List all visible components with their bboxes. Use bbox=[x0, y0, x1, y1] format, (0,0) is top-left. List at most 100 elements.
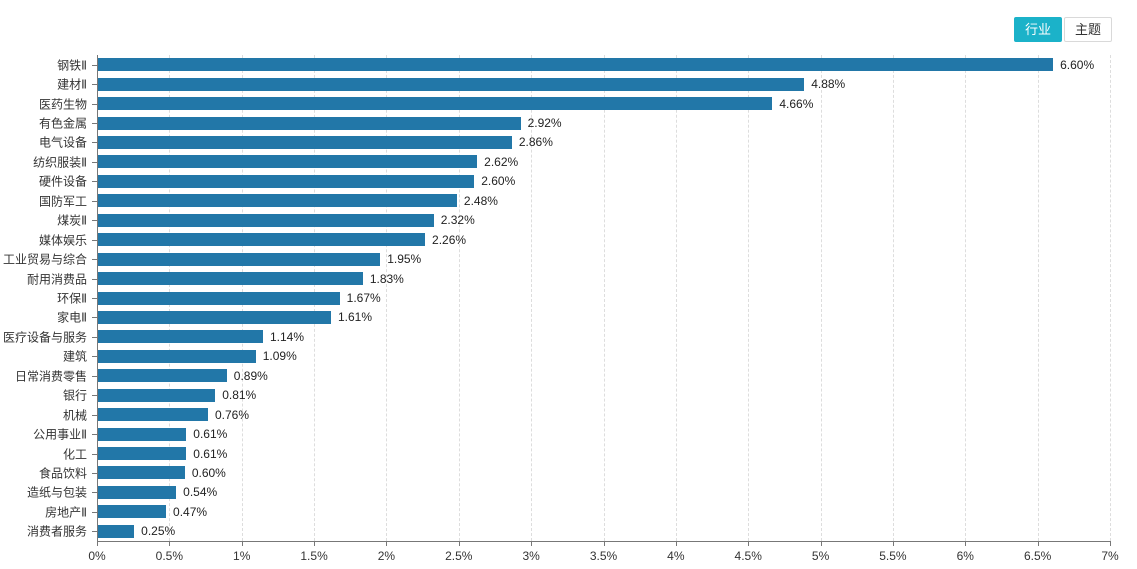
y-axis-tick bbox=[92, 123, 97, 125]
y-axis-tick bbox=[92, 317, 97, 319]
bar-value-label: 2.32% bbox=[440, 213, 475, 228]
category-label: 消费者服务 bbox=[26, 524, 87, 539]
category-label: 有色金属 bbox=[38, 116, 87, 131]
bar[interactable] bbox=[98, 272, 363, 286]
x-axis-tick-label: 7% bbox=[1101, 549, 1119, 563]
x-axis-tick-label: 5% bbox=[811, 549, 830, 563]
bar[interactable] bbox=[98, 291, 340, 305]
x-axis-tick bbox=[458, 541, 460, 546]
y-axis-tick bbox=[92, 434, 97, 436]
toggle-industry-button[interactable]: 行业 bbox=[1013, 17, 1062, 42]
x-axis-tick-label: 2% bbox=[377, 549, 396, 563]
x-axis-tick bbox=[820, 541, 822, 546]
y-axis-tick bbox=[92, 511, 97, 513]
bar[interactable] bbox=[98, 447, 187, 461]
bar-value-label: 0.47% bbox=[173, 504, 208, 519]
bar[interactable] bbox=[98, 466, 185, 480]
gridline bbox=[892, 55, 894, 541]
y-axis-tick bbox=[92, 492, 97, 494]
bar-value-label: 0.76% bbox=[214, 407, 249, 422]
y-axis-tick bbox=[92, 200, 97, 202]
x-axis-tick-label: 5.5% bbox=[879, 549, 907, 563]
bar[interactable] bbox=[98, 58, 1054, 72]
x-axis-tick bbox=[1037, 541, 1039, 546]
y-axis-tick bbox=[92, 278, 97, 280]
bar[interactable] bbox=[98, 388, 216, 402]
bar[interactable] bbox=[98, 174, 475, 188]
bar-value-label: 0.54% bbox=[183, 485, 218, 500]
bar-value-label: 2.26% bbox=[432, 232, 467, 247]
category-label: 工业贸易与综合 bbox=[2, 252, 87, 267]
category-label: 家电Ⅱ bbox=[57, 310, 87, 325]
category-label: 建筑 bbox=[62, 349, 87, 364]
category-label: 机械 bbox=[62, 408, 87, 423]
x-axis-tick bbox=[386, 541, 388, 546]
gridline bbox=[458, 55, 460, 541]
x-axis-tick-label: 2.5% bbox=[445, 549, 473, 563]
category-label: 公用事业Ⅱ bbox=[33, 427, 87, 442]
bar[interactable] bbox=[98, 330, 263, 344]
x-axis-tick bbox=[97, 541, 98, 546]
x-axis-tick-label: 6.5% bbox=[1023, 549, 1052, 563]
y-axis-tick bbox=[92, 220, 97, 222]
category-label: 造纸与包装 bbox=[26, 485, 87, 500]
bar-value-label: 2.60% bbox=[481, 174, 516, 189]
x-axis-tick-label: 0.5% bbox=[155, 549, 184, 563]
category-label: 日常消费零售 bbox=[14, 369, 87, 384]
category-label: 环保Ⅱ bbox=[57, 291, 87, 306]
bar[interactable] bbox=[98, 97, 773, 111]
category-label: 医疗设备与服务 bbox=[2, 330, 87, 345]
bar[interactable] bbox=[98, 194, 457, 208]
bar[interactable] bbox=[98, 252, 381, 266]
bar[interactable] bbox=[98, 408, 208, 422]
bar-value-label: 0.61% bbox=[193, 446, 228, 461]
x-axis-tick bbox=[748, 541, 750, 546]
y-axis-tick bbox=[92, 298, 97, 299]
gridline bbox=[965, 55, 967, 541]
gridline bbox=[820, 55, 822, 541]
x-axis-tick bbox=[892, 541, 894, 546]
y-axis-tick bbox=[92, 103, 97, 105]
bar-value-label: 1.09% bbox=[262, 349, 297, 364]
y-axis-line bbox=[97, 55, 98, 541]
gridline bbox=[386, 55, 388, 541]
x-axis-tick-label: 4.5% bbox=[734, 549, 762, 563]
bar[interactable] bbox=[98, 77, 805, 91]
bar[interactable] bbox=[98, 116, 521, 130]
y-axis-tick bbox=[92, 472, 97, 474]
category-label: 银行 bbox=[62, 388, 87, 403]
bar-value-label: 1.83% bbox=[369, 271, 404, 286]
bar[interactable] bbox=[98, 427, 187, 441]
category-label: 房地产Ⅱ bbox=[45, 505, 87, 520]
bar[interactable] bbox=[98, 505, 167, 519]
x-axis-tick bbox=[1110, 541, 1111, 546]
bar-value-label: 1.95% bbox=[387, 252, 422, 267]
bar[interactable] bbox=[98, 213, 434, 227]
gridline bbox=[531, 55, 533, 541]
bar-value-label: 6.60% bbox=[1060, 57, 1095, 72]
y-axis-tick bbox=[92, 531, 97, 533]
bar-value-label: 0.81% bbox=[222, 388, 257, 403]
category-label: 钢铁Ⅱ bbox=[57, 58, 87, 73]
category-label: 食品饮料 bbox=[38, 466, 87, 481]
gridline bbox=[675, 55, 677, 541]
bar[interactable] bbox=[98, 155, 478, 169]
x-axis-tick-label: 1% bbox=[233, 549, 251, 563]
bar[interactable] bbox=[98, 524, 135, 538]
bar-value-label: 4.66% bbox=[779, 96, 814, 111]
bar[interactable] bbox=[98, 485, 177, 499]
x-axis-tick-label: 6% bbox=[956, 549, 974, 563]
bar[interactable] bbox=[98, 349, 256, 363]
y-axis-tick bbox=[92, 375, 97, 377]
bar[interactable] bbox=[98, 135, 512, 149]
bar[interactable] bbox=[98, 369, 227, 383]
toggle-theme-button[interactable]: 主题 bbox=[1063, 17, 1112, 42]
bar[interactable] bbox=[98, 310, 331, 324]
category-label: 电气设备 bbox=[38, 135, 87, 150]
gridline bbox=[1037, 55, 1039, 541]
y-axis-tick bbox=[92, 356, 97, 358]
bar[interactable] bbox=[98, 233, 426, 247]
category-label: 化工 bbox=[62, 447, 87, 462]
x-axis-tick bbox=[965, 541, 967, 546]
